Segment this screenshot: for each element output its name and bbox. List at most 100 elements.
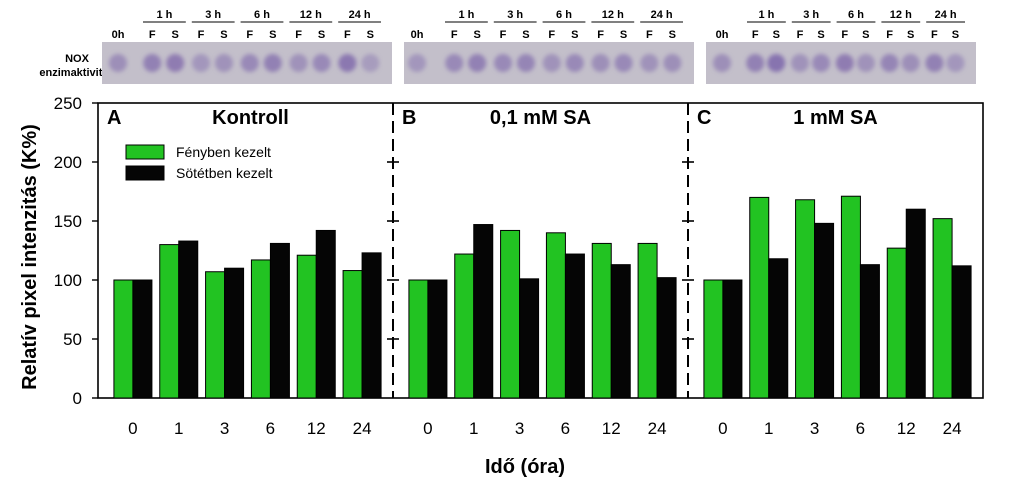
bar-dark-C-0 [722, 279, 743, 399]
bar-dark-A-0 [132, 279, 153, 399]
gel-band [468, 54, 487, 72]
gel-label-line2: enzimaktivitás [39, 67, 114, 79]
gel-lane-label-S: S [669, 29, 676, 41]
bar-light-C-6 [840, 195, 861, 399]
gel-band [565, 54, 584, 72]
bar-light-C-3 [795, 199, 816, 399]
gel-strips: 0h1 hF S3 hF S6 hF S12 hF S24 hF S 0h1 hF S3 hF… [102, 9, 976, 84]
gel-band [640, 54, 659, 72]
bar-light-C-1 [749, 196, 770, 399]
gel-lane-label-S: S [907, 29, 914, 41]
bar-dark-B-1 [473, 224, 494, 399]
plot-frame [97, 102, 984, 399]
gel-strip: 0h1 hF S3 hF S6 hF S12 hF S24 hF S [404, 9, 694, 84]
x-tick-label: 12 [897, 419, 916, 438]
gel-band [445, 54, 464, 72]
gel-time-label: 12 h [602, 9, 624, 21]
gel-band [856, 54, 875, 72]
gel-band [240, 54, 259, 72]
gel-band [494, 54, 512, 72]
gel-lane-label-F: F [931, 29, 938, 41]
x-tick-label: 12 [602, 419, 621, 438]
gel-lane-label-F: F [500, 29, 507, 41]
gel-lane-label-S: S [862, 29, 869, 41]
bar-light-B-6 [545, 232, 566, 399]
gel-band [338, 54, 357, 72]
bar-light-B-3 [500, 229, 521, 399]
gel-lane-label-F: F [344, 29, 351, 41]
gel-band [835, 54, 854, 72]
bar-light-A-12 [296, 254, 317, 399]
gel-lane-label-0h: 0h [112, 29, 125, 41]
gel-lane-label-F: F [246, 29, 253, 41]
gel-time-label: 24 h [349, 9, 371, 21]
gel-lane-label-S: S [473, 29, 480, 41]
gel-lane-label-S: S [522, 29, 529, 41]
gel-band [746, 54, 765, 72]
x-tick-label: 6 [266, 419, 275, 438]
gel-band [880, 54, 899, 72]
gel-lane-label-F: F [841, 29, 848, 41]
gel-lane-label-S: S [952, 29, 959, 41]
x-tick-label: 3 [810, 419, 819, 438]
gel-lane-label-S: S [620, 29, 627, 41]
gel-time-label: 6 h [556, 9, 572, 21]
bar-dark-B-0 [427, 279, 448, 399]
y-axis-label: Relatív pixel intenzitás (K%) [19, 124, 41, 390]
legend-swatch-light [125, 144, 165, 160]
x-tick-label: 12 [307, 419, 326, 438]
legend-swatch-dark [125, 165, 165, 181]
bar-light-B-0 [408, 279, 429, 399]
gel-lane-label-F: F [597, 29, 604, 41]
y-tick-label: 250 [54, 94, 82, 113]
x-tick-label: 3 [515, 419, 524, 438]
legend-label-dark: Sötétben kezelt [176, 165, 273, 181]
gel-band [946, 54, 965, 72]
panel-letter: C [697, 107, 711, 129]
x-tick-label: 0 [423, 419, 432, 438]
gel-lane-label-S: S [220, 29, 227, 41]
gel-band [263, 54, 282, 72]
gel-lane-label-S: S [171, 29, 178, 41]
gel-band [925, 54, 944, 72]
y-tick-label: 0 [73, 389, 82, 408]
bar-dark-A-6 [269, 242, 290, 399]
gel-band [663, 54, 682, 72]
bar-dark-C-1 [768, 258, 789, 399]
gel-band [812, 54, 831, 72]
gel-lane-label-S: S [571, 29, 578, 41]
x-tick-label: 1 [764, 419, 773, 438]
gel-time-label: 1 h [156, 9, 172, 21]
gel-band [542, 54, 561, 72]
gel-lane-label-F: F [295, 29, 302, 41]
x-tick-label: 24 [943, 419, 962, 438]
x-tick-label: 6 [561, 419, 570, 438]
gel-lane-label-S: S [773, 29, 780, 41]
gel-lane-label-S: S [367, 29, 374, 41]
gel-time-label: 12 h [300, 9, 322, 21]
y-tick-label: 50 [63, 330, 82, 349]
gel-time-label: 1 h [758, 9, 774, 21]
gel-lane-label-S: S [269, 29, 276, 41]
bar-light-B-12 [591, 242, 612, 399]
gel-lane-label-0h: 0h [716, 29, 729, 41]
gel-lane-label-F: F [752, 29, 759, 41]
gel-time-label: 24 h [935, 9, 957, 21]
gel-band [901, 54, 920, 72]
bar-dark-A-12 [315, 229, 336, 399]
bar-dark-C-24 [951, 265, 972, 399]
x-tick-label: 24 [648, 419, 667, 438]
panel-letter: A [107, 107, 121, 129]
gel-band [109, 54, 127, 72]
gel-band [214, 54, 233, 72]
bar-light-C-0 [703, 279, 724, 399]
gel-lane-label-F: F [886, 29, 893, 41]
bar-light-A-6 [250, 259, 271, 399]
x-tick-label: 1 [174, 419, 183, 438]
bar-dark-B-6 [564, 253, 585, 399]
gel-band [791, 54, 809, 72]
bar-dark-A-3 [224, 267, 245, 399]
gel-lane-label-S: S [318, 29, 325, 41]
bar-dark-A-24 [361, 252, 382, 399]
